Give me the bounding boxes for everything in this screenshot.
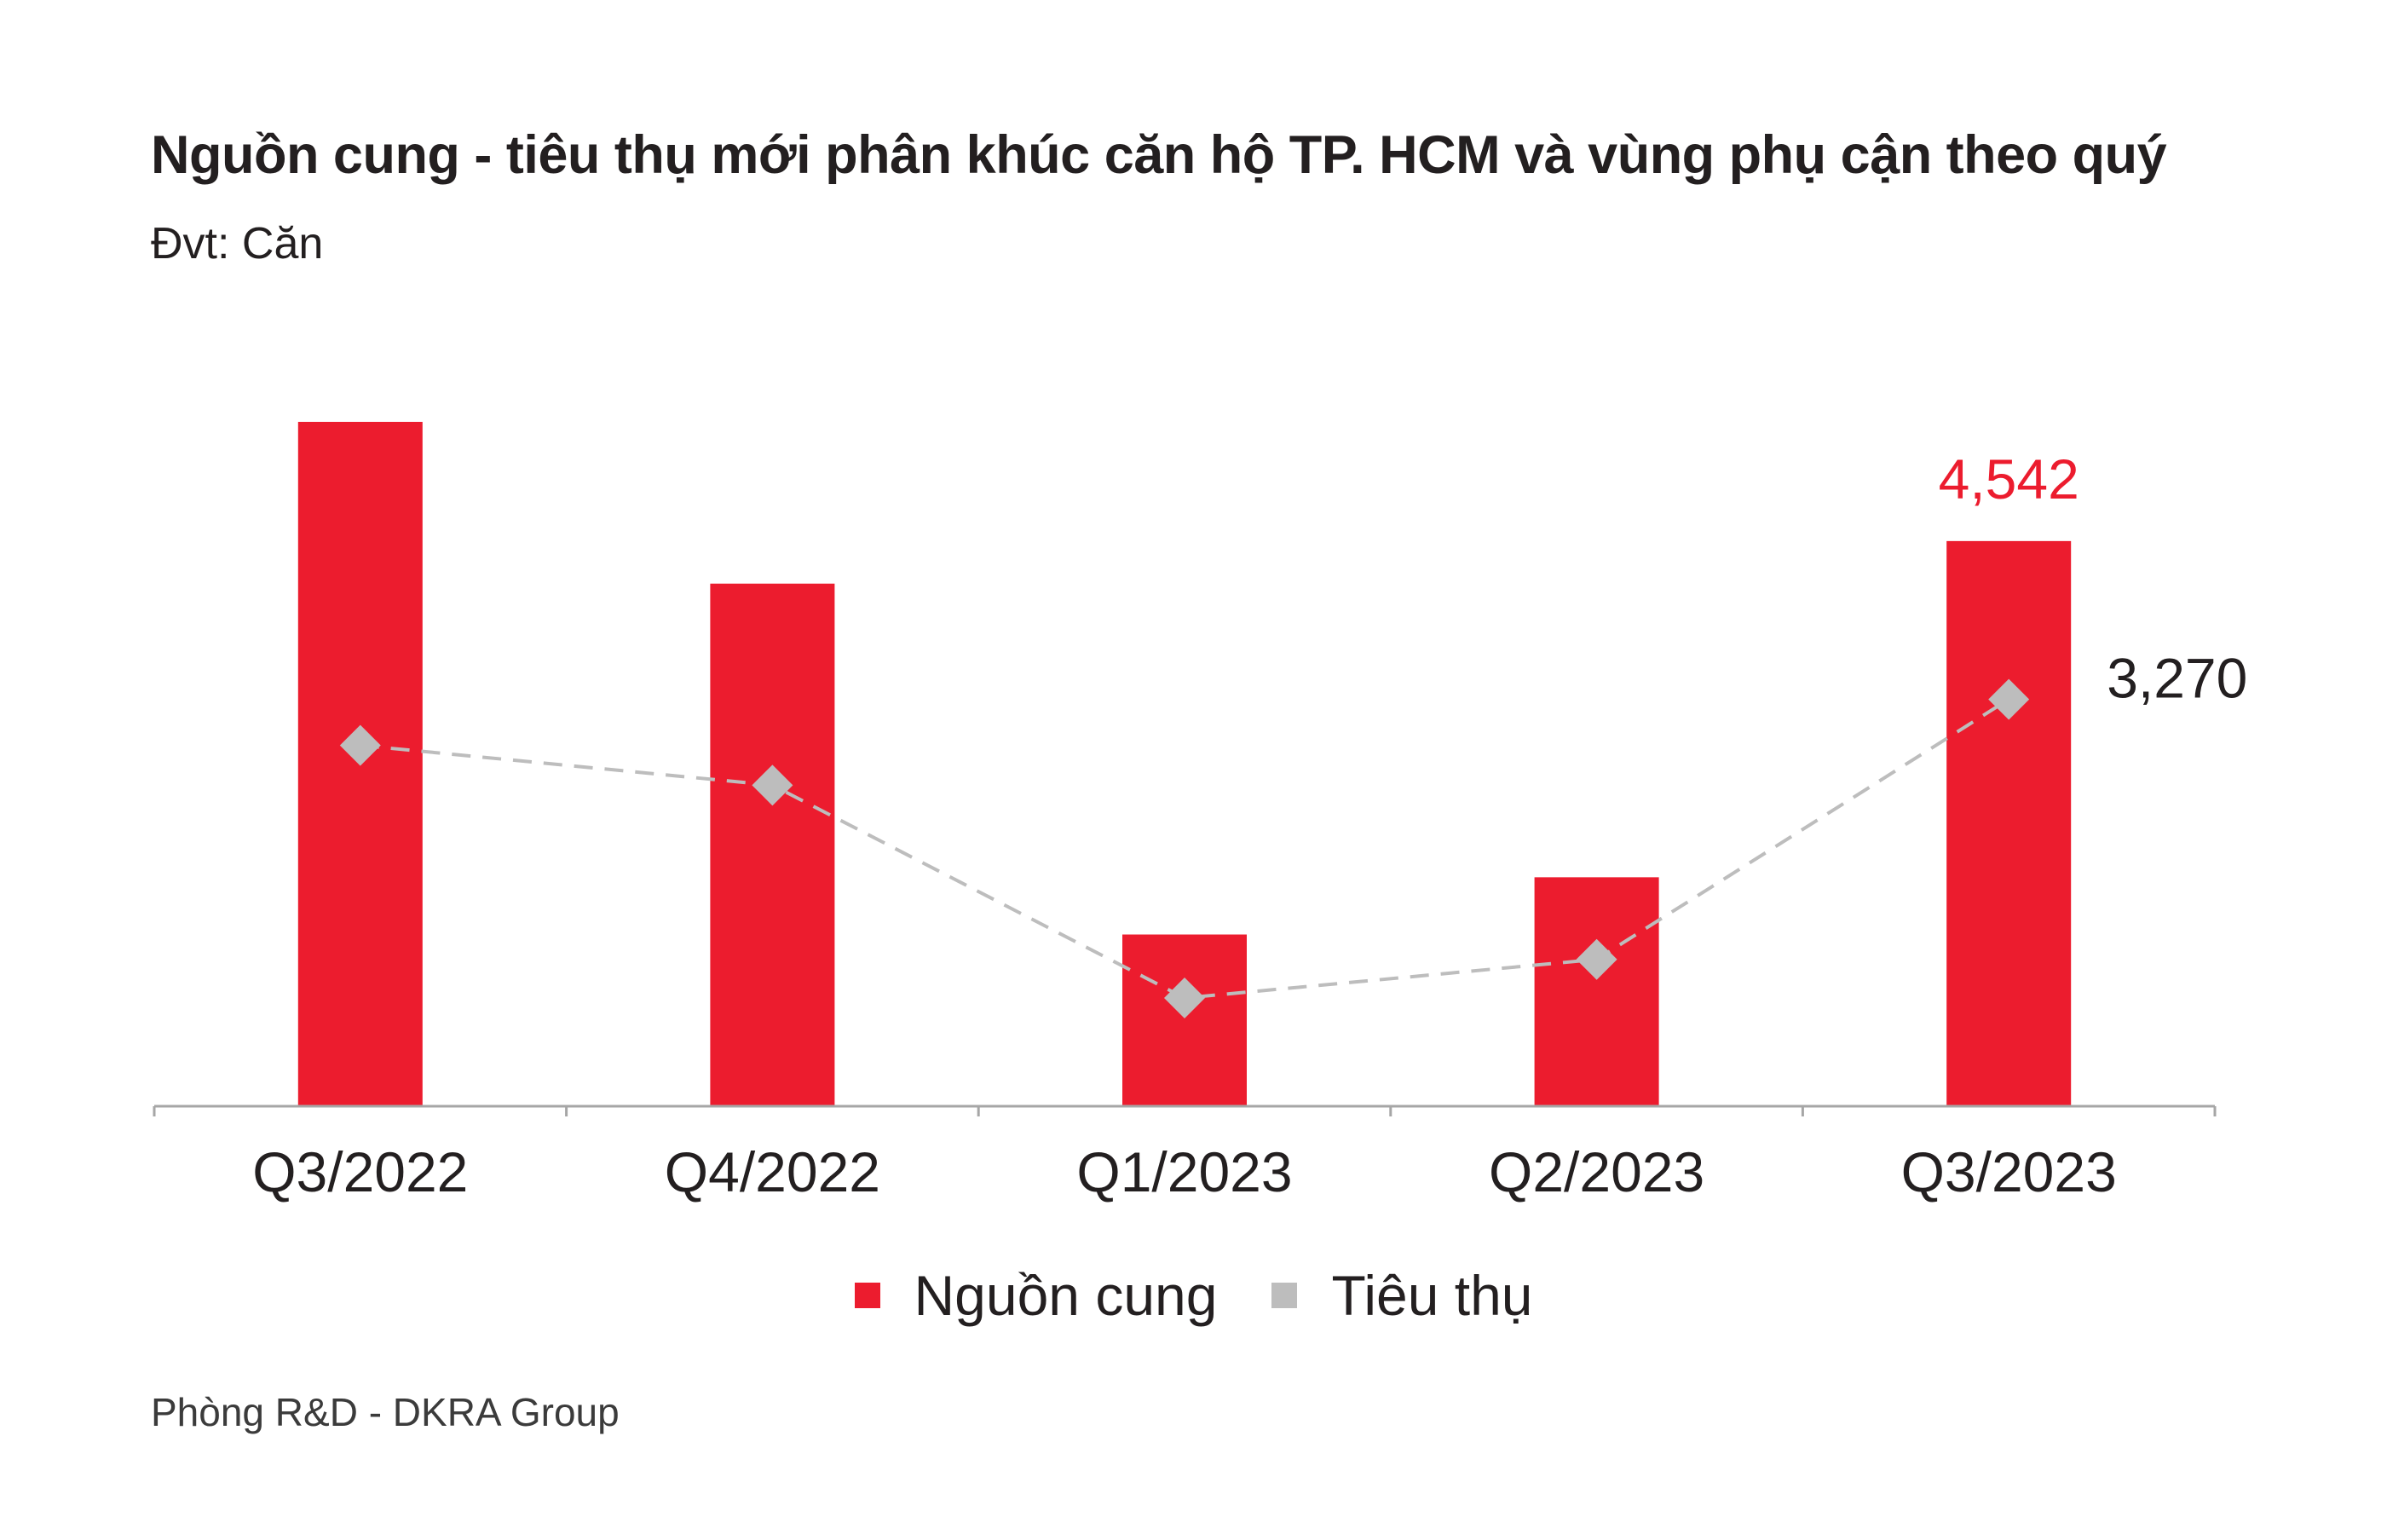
legend-swatch-supply: [854, 1283, 880, 1308]
legend-item-supply: Nguồn cung: [854, 1263, 1218, 1328]
bar-supply-4: [1946, 540, 2072, 1106]
data-label-sales: 3,270: [2107, 647, 2247, 710]
chart-unit-subtitle: Đvt: Căn: [151, 219, 324, 268]
legend-item-sales: Tiêu thụ: [1271, 1263, 1532, 1328]
marker-sales-2: [1164, 977, 1205, 1018]
chart-title: Nguồn cung - tiêu thụ mới phân khúc căn …: [151, 125, 2167, 185]
marker-sales-0: [339, 724, 381, 766]
x-tick-label: Q3/2023: [1901, 1140, 2117, 1203]
x-tick-label: Q2/2023: [1489, 1140, 1704, 1203]
bar-supply-1: [710, 583, 835, 1106]
data-label-supply: 4,542: [1939, 447, 2079, 510]
x-tick-label: Q4/2022: [665, 1140, 880, 1203]
source-note: Phòng R&D - DKRA Group: [151, 1390, 620, 1434]
legend-label-supply: Nguồn cung: [914, 1264, 1218, 1327]
legend-label-sales: Tiêu thụ: [1331, 1264, 1533, 1327]
marker-sales-4: [1988, 678, 2030, 720]
marker-sales-1: [752, 764, 793, 806]
marker-sales-3: [1576, 938, 1617, 980]
x-tick-label: Q3/2022: [252, 1140, 468, 1203]
x-tick-label: Q1/2023: [1076, 1140, 1292, 1203]
bar-supply-3: [1534, 877, 1659, 1106]
chart-legend: Nguồn cung Tiêu thụ: [0, 1263, 2387, 1328]
line-sales: [360, 697, 2010, 1001]
bar-supply-2: [1122, 934, 1247, 1106]
legend-swatch-sales: [1271, 1283, 1298, 1308]
